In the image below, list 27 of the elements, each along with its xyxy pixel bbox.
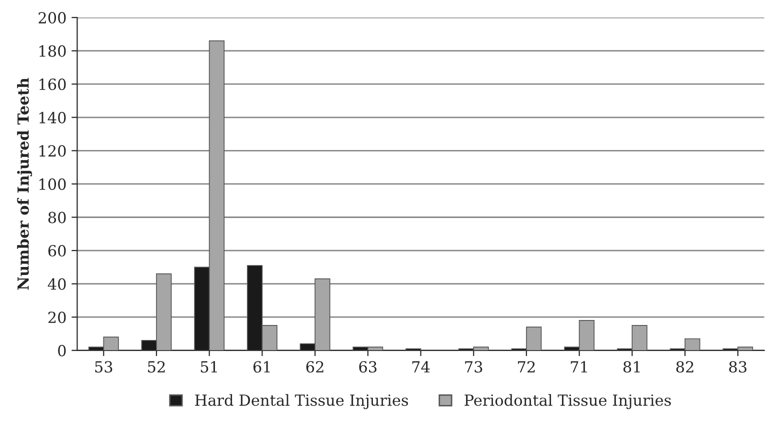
x-tick-label: 61: [253, 361, 270, 373]
y-tick-label: 20: [48, 312, 66, 324]
x-tick-label: 83: [729, 361, 746, 373]
legend-label: Hard Dental Tissue Injuries: [195, 394, 408, 410]
y-tick-label: 100: [39, 178, 66, 190]
x-tick-label: 81: [623, 361, 640, 373]
y-tick-label: 140: [39, 112, 66, 124]
y-tick-label: 120: [39, 145, 66, 157]
y-tick-label: 0: [58, 344, 66, 356]
x-tick-label: 52: [148, 361, 165, 373]
y-tick-label: 160: [39, 78, 66, 90]
x-tick-label: 82: [676, 361, 694, 373]
y-tick-label: 60: [48, 245, 66, 257]
x-tick-label: 62: [306, 361, 324, 373]
x-tick-label: 63: [359, 361, 376, 373]
y-tick-label: 80: [48, 212, 66, 224]
x-tick-label: 74: [412, 361, 430, 372]
x-tick-label: 72: [518, 361, 535, 372]
x-tick-label: 51: [200, 361, 217, 373]
legend-label: Periodontal Tissue Injuries: [464, 394, 671, 410]
y-tick-label: 200: [38, 12, 66, 24]
y-axis-title: Number of Injured Teeth: [17, 78, 32, 290]
x-tick-label: 73: [465, 361, 482, 373]
x-tick-label: 53: [95, 361, 112, 373]
y-tick-label: 180: [39, 45, 66, 57]
y-tick-label: 40: [48, 278, 66, 290]
x-tick-label: 71: [570, 361, 587, 372]
